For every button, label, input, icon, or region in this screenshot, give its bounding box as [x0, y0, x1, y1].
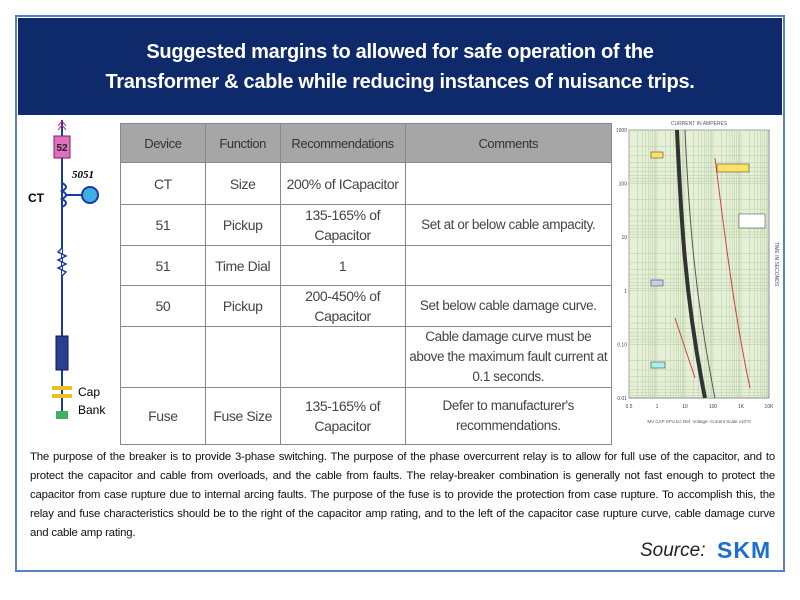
fuse	[55, 335, 69, 371]
ground	[56, 411, 68, 419]
x-tick-label: 1K	[738, 404, 745, 410]
table-row: 51 Pickup 135-165% of Capacitor Set at or b…	[120, 204, 613, 246]
table-row: 50 Pickup 200-450% of Capacitor Set below c…	[120, 285, 613, 327]
x-tick-label: 10K	[765, 404, 775, 410]
table-cell: Fuse Size	[204, 387, 281, 445]
table-cell: 135-165% of Capacitor	[279, 387, 406, 445]
source-label: Source:	[640, 540, 706, 561]
annotation	[650, 279, 664, 287]
breaker-label: 52	[56, 143, 68, 154]
header-row: Device Function Recommendations Comments	[120, 123, 613, 163]
x-tick-label: 0.5	[626, 404, 633, 410]
bank-label: Bank	[78, 403, 106, 417]
arrow	[57, 120, 67, 131]
y-axis-label: TIME IN SECONDS	[773, 242, 779, 287]
column-header: Comments	[404, 123, 613, 163]
table-row: CT Size 200% of ICapacitor	[120, 162, 613, 205]
y-tick-label: 100	[619, 182, 628, 188]
table-cell	[120, 326, 206, 388]
tcc-plot: CURRENT IN AMPERES TIME IN SECONDS MV CA…	[616, 121, 779, 424]
title-line: Transformer & cable while reducing insta…	[105, 70, 695, 93]
title-line: Suggested margins to allowed for safe op…	[146, 40, 654, 63]
table-cell: 200-450% of Capacitor	[279, 285, 406, 327]
annotation	[650, 361, 666, 369]
annotation	[738, 213, 766, 229]
source-logo: SKM	[717, 537, 772, 563]
x-tick-label: 10	[682, 404, 688, 410]
table-cell: Set below cable damage curve.	[404, 285, 613, 327]
frame	[15, 15, 785, 572]
header: Suggested margins to allowed for safe op…	[18, 18, 782, 115]
table-cell: 51	[120, 245, 206, 286]
x-tick-label: 1	[656, 404, 659, 410]
table: Device Function Recommendations Comments CT…	[120, 123, 613, 445]
table-cell	[204, 326, 281, 388]
plot-footer: MV CAP SFU.tcc Ref. Voltage: Current Sca…	[647, 419, 751, 424]
table-cell	[404, 162, 613, 205]
relay	[81, 186, 99, 204]
cable	[56, 247, 68, 277]
table-cell: Pickup	[204, 285, 281, 327]
x-axis-label: CURRENT IN AMPERES	[671, 121, 728, 127]
table-cell: Set at or below cable ampacity.	[404, 204, 613, 246]
y-tick-label: 0.10	[617, 342, 627, 348]
cap-plate	[52, 394, 72, 398]
y-tick-label: 1	[624, 289, 627, 295]
table-cell: Defer to manufacturer's recommendations.	[404, 387, 613, 445]
table-cell: 135-165% of Capacitor	[279, 204, 406, 246]
table-cell: CT	[120, 162, 206, 205]
table-cell: 200% of ICapacitor	[279, 162, 406, 205]
column-header: Device	[120, 123, 206, 163]
table-body: CT Size 200% of ICapacitor 51 Pickup 135-165%…	[120, 162, 613, 445]
body-text: The purpose of the breaker is to provide…	[30, 451, 775, 539]
table-cell: 51	[120, 204, 206, 246]
table-cell: Cable damage curve must be above the max…	[404, 326, 613, 388]
table-cell: Fuse	[120, 387, 206, 445]
relay-label: 5051	[72, 169, 94, 181]
breaker	[53, 135, 71, 159]
cap-label: Cap	[78, 385, 100, 399]
table-row: Cable damage curve must be above the max…	[120, 326, 613, 388]
cap-plate	[52, 386, 72, 390]
y-tick-label: 0.01	[617, 396, 627, 402]
fuse-curve	[675, 129, 707, 399]
annotation	[716, 163, 750, 173]
table-row: Fuse Fuse Size 135-165% of Capacitor Defer …	[120, 387, 613, 445]
cap-curve	[674, 317, 696, 379]
relay-curve	[684, 129, 716, 399]
annotation	[650, 151, 664, 159]
one-line-diagram: 52 5051 CT Cap Bank	[28, 120, 106, 419]
x-tick-label: 100	[709, 404, 718, 410]
table-cell: 1	[279, 245, 406, 286]
ct-label: CT	[28, 191, 45, 205]
table-cell: Size	[204, 162, 281, 205]
table-cell: Pickup	[204, 204, 281, 246]
column-header: Function	[204, 123, 281, 163]
table-cell: 50	[120, 285, 206, 327]
cable-curve	[714, 157, 751, 389]
table-row: 51 Time Dial 1	[120, 245, 613, 286]
table-cell	[279, 326, 406, 388]
y-tick-label: 10	[621, 235, 627, 241]
table-cell: Time Dial	[204, 245, 281, 286]
table-cell	[404, 245, 613, 286]
y-tick-label: 1000	[616, 128, 627, 134]
grid	[628, 129, 769, 398]
column-header: Recommendations	[279, 123, 406, 163]
